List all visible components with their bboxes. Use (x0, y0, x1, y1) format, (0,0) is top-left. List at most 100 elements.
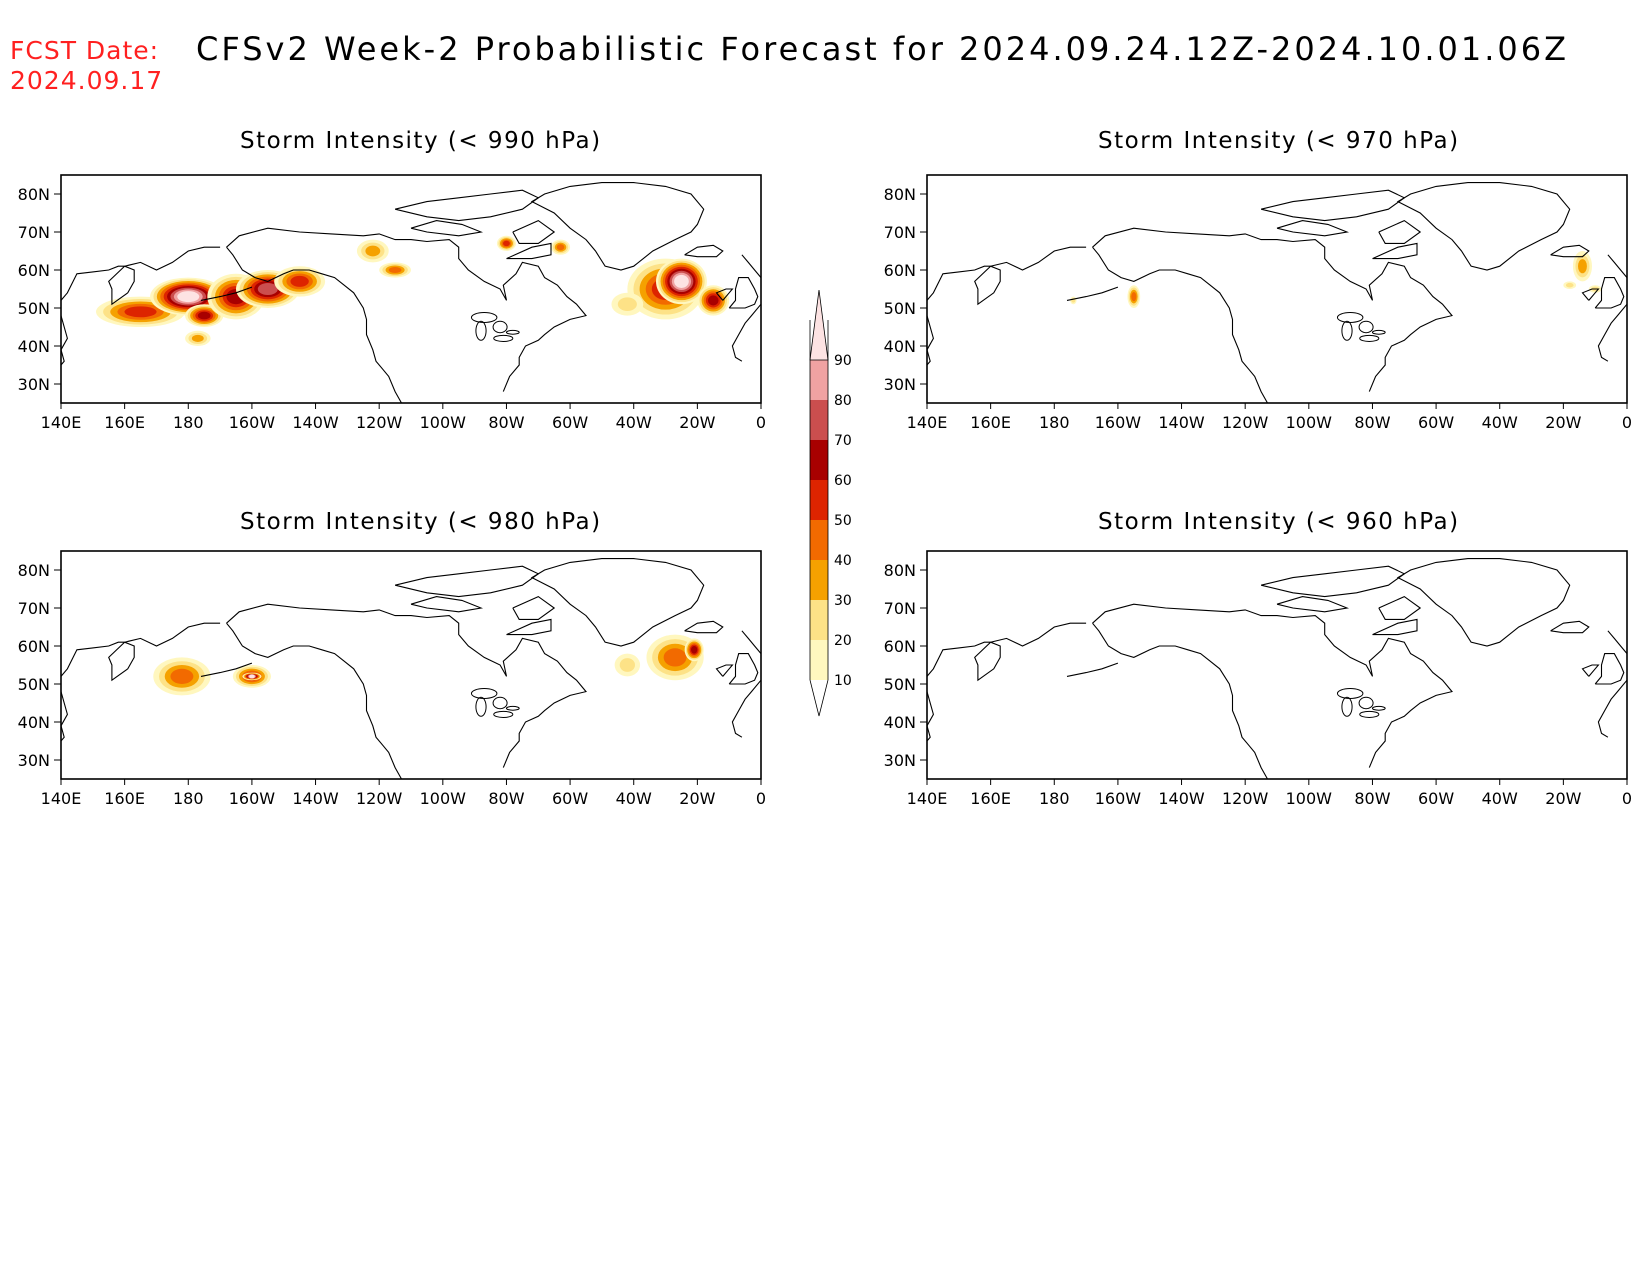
colorbar-label: 10 (834, 673, 852, 689)
coastline (1396, 182, 1571, 271)
lon-tick-label: 120W (1222, 413, 1269, 432)
lon-tick-label: 60W (552, 413, 588, 432)
lon-tick-label: 140E (907, 413, 948, 432)
colorbar-segment (810, 520, 828, 560)
lake-outline (493, 334, 514, 342)
lon-tick-label: 140W (292, 413, 339, 432)
coastline (226, 246, 402, 403)
colorbar-label: 20 (834, 633, 852, 649)
coastline (1092, 227, 1453, 392)
coastline (410, 596, 484, 613)
lat-tick-label: 60N (884, 637, 916, 656)
lon-tick-label: 180 (173, 789, 204, 808)
lon-tick-label: 160W (229, 413, 276, 432)
coastline (684, 620, 724, 634)
map-panel-970 (926, 174, 1628, 404)
lon-tick-label: 60W (1418, 789, 1454, 808)
coastline (731, 679, 761, 738)
lon-tick-label: 140E (41, 413, 82, 432)
coastline (715, 664, 734, 677)
probability-area (691, 646, 698, 654)
panel-title-970: Storm Intensity (< 970 hPa) (1098, 128, 1460, 154)
lon-tick-label: 60W (552, 789, 588, 808)
colorbar-segment (810, 480, 828, 520)
lat-tick-label: 60N (18, 261, 50, 280)
map-panel-980 (60, 550, 762, 780)
probability-area (257, 283, 278, 295)
probability-area (1131, 292, 1137, 302)
lon-tick-label: 20W (1545, 789, 1581, 808)
lon-tick-label: 100W (420, 413, 467, 432)
colorbar-segment (810, 560, 828, 600)
probability-area (707, 295, 719, 306)
probability-area (124, 306, 157, 318)
page-title: CFSv2 Week-2 Probabilistic Forecast for … (196, 30, 1570, 68)
coastline (1372, 242, 1418, 260)
coastline (61, 622, 221, 682)
probability-area (674, 274, 689, 288)
coastline (1597, 679, 1627, 738)
lon-tick-label: 20W (679, 413, 715, 432)
lon-tick-label: 60W (1418, 413, 1454, 432)
coastline (715, 288, 734, 301)
lake-outline (470, 312, 498, 323)
lon-tick-label: 120W (356, 789, 403, 808)
lake-outline (492, 696, 508, 710)
map-panel-990 (60, 174, 762, 404)
lake-outline (1341, 696, 1353, 717)
coastline (927, 691, 934, 742)
coastline (530, 558, 705, 647)
coastline (394, 189, 540, 222)
lon-tick-label: 0 (756, 789, 766, 808)
lon-tick-label: 140W (292, 789, 339, 808)
coastline (1276, 596, 1350, 613)
lon-tick-label: 160E (970, 413, 1011, 432)
lon-tick-label: 180 (1039, 789, 1070, 808)
probability-area (503, 240, 510, 247)
probability-area (619, 658, 635, 672)
lake-outline (1336, 688, 1364, 699)
forecast-date-caption: FCST Date: (10, 36, 160, 65)
lat-tick-label: 30N (18, 375, 50, 394)
coastline (1276, 220, 1350, 237)
panel-title-960: Storm Intensity (< 960 hPa) (1098, 509, 1460, 535)
lat-tick-label: 40N (18, 713, 50, 732)
coastline (61, 691, 68, 742)
lat-tick-label: 30N (18, 751, 50, 770)
lon-tick-label: 100W (1286, 413, 1333, 432)
probability-area (290, 275, 309, 287)
lat-tick-label: 30N (884, 375, 916, 394)
lon-tick-label: 20W (1545, 413, 1581, 432)
lake-outline (1341, 320, 1353, 341)
lon-tick-label: 160W (1095, 413, 1142, 432)
lake-outline (492, 320, 508, 334)
lon-tick-label: 80W (488, 413, 524, 432)
axis-ticks-p980: 140E 160E 180 160W 140W 120W 100W 80W 60W 40W 20W 0… (18, 561, 766, 808)
coastline (1260, 565, 1406, 598)
coastline (226, 622, 402, 779)
probability-area (249, 674, 255, 679)
axis-ticks-p990: 140E 160E 180 160W 140W 120W 100W 80W 60W 40W 20W 0… (18, 185, 766, 432)
coastline (684, 244, 724, 258)
colorbar-segment (810, 400, 828, 440)
lake-outline (1359, 710, 1380, 718)
lon-tick-label: 40W (1482, 413, 1518, 432)
coastline (1550, 244, 1590, 258)
lon-tick-label: 0 (1622, 789, 1632, 808)
probability-area (1565, 282, 1574, 288)
colorbar-label: 90 (834, 353, 852, 369)
coastline (1581, 664, 1600, 677)
coastline (1092, 603, 1453, 768)
lon-tick-label: 40W (616, 413, 652, 432)
lon-tick-label: 140E (41, 789, 82, 808)
map-frame (60, 550, 762, 780)
coastline (394, 565, 540, 598)
lat-tick-label: 80N (18, 185, 50, 204)
colorbar: 10 20 30 40 50 60 70 80 90 (809, 289, 852, 717)
lat-tick-label: 50N (884, 675, 916, 694)
lake-outline (475, 696, 487, 717)
probability-area (388, 266, 402, 274)
coastline (1607, 254, 1627, 278)
lat-tick-label: 60N (18, 637, 50, 656)
lon-tick-label: 160E (104, 789, 145, 808)
